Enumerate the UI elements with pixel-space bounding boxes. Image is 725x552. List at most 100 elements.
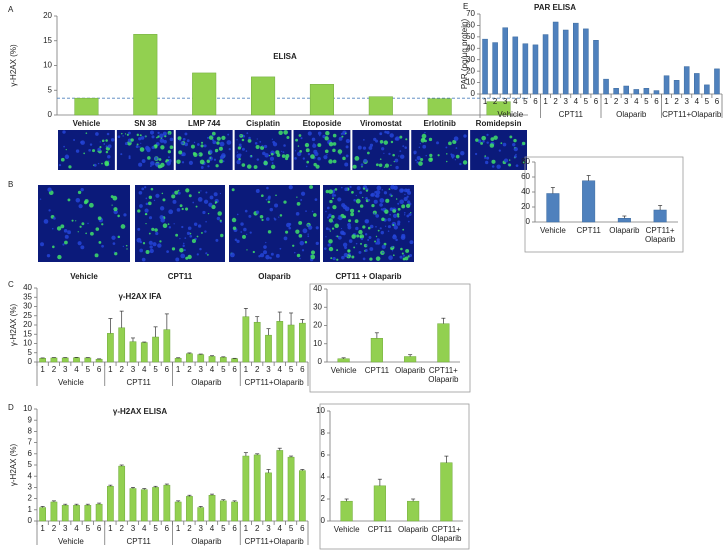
bar (84, 357, 92, 363)
micrograph-spot (337, 197, 342, 202)
bar (107, 333, 114, 363)
micrograph-spot (168, 209, 174, 215)
micrograph-spot (46, 253, 51, 258)
micrograph-spot (142, 242, 146, 245)
group-label: CPT11+Olaparib (245, 537, 305, 546)
micrograph-spot (332, 148, 336, 153)
y-tick-label: 5 (28, 348, 33, 357)
micrograph-spot (139, 146, 141, 148)
bar (251, 76, 276, 116)
bar (407, 500, 420, 522)
image-caption: CPT11 + Olaparib (335, 272, 401, 281)
micrograph-spot (365, 244, 368, 247)
micrograph-spot (154, 144, 158, 148)
micrograph-spot (217, 211, 222, 216)
micrograph-spot (356, 234, 360, 238)
y-tick-label: 8 (28, 427, 33, 436)
chart-title: γ-H2AX ELISA (113, 407, 167, 416)
bar (73, 505, 80, 522)
micrograph-spot (307, 223, 310, 227)
micrograph-spot (281, 154, 286, 158)
micrograph-spot (399, 150, 402, 153)
x-tick-label: 6 (232, 365, 237, 374)
micrograph-spot (297, 145, 300, 147)
micrograph-spot (381, 189, 384, 191)
micrograph-spot (101, 223, 104, 226)
micrograph-spot (399, 199, 404, 205)
micrograph-spot (345, 154, 349, 158)
micrograph-spot (268, 154, 271, 157)
micrograph-spot (207, 212, 210, 215)
y-axis-label: γ-H2AX (%) (9, 44, 18, 87)
micrograph-spot (263, 250, 268, 255)
micrograph-spot (271, 162, 274, 164)
micrograph-spot (126, 248, 128, 250)
micrograph-spot (184, 237, 187, 239)
x-tick-label: 5 (221, 524, 226, 533)
micrograph-spot (94, 253, 99, 258)
x-tick-label: 5 (289, 365, 294, 374)
y-tick-label: 0 (471, 89, 476, 98)
x-tick-label: Viromostat (360, 119, 402, 128)
micrograph-spot (178, 150, 183, 155)
micrograph-spot (137, 227, 141, 231)
bar (583, 28, 589, 95)
x-tick-label: 1 (483, 97, 488, 106)
micrograph-spot (351, 234, 356, 239)
micrograph-spot (253, 165, 258, 169)
bar (532, 44, 539, 95)
y-tick-label: 10 (23, 339, 32, 348)
micrograph-spot (141, 187, 145, 191)
micrograph-spot (99, 141, 101, 143)
micrograph-spot (148, 195, 153, 200)
micrograph-spot (155, 193, 160, 198)
micrograph-spot (112, 242, 116, 245)
micrograph-spot (379, 158, 382, 160)
micrograph-spot (185, 188, 190, 193)
bar (186, 353, 193, 363)
micrograph-spot (150, 161, 155, 166)
micrograph-spot (344, 206, 350, 212)
micrograph-spot (522, 161, 525, 164)
x-tick-label: 4 (574, 97, 579, 106)
micrograph-spot (182, 137, 186, 141)
y-axis-label: γ-H2AX (%) (9, 304, 18, 347)
micrograph-spot (139, 134, 142, 137)
bar (208, 356, 216, 363)
bar (152, 487, 159, 522)
micrograph-spot (261, 145, 264, 147)
x-tick-label: 1 (664, 97, 669, 106)
group-label: CPT11 (559, 110, 584, 119)
micrograph-spot (485, 160, 489, 165)
micrograph-spot (185, 207, 189, 211)
micrograph-spot (267, 230, 272, 234)
micrograph-spot (62, 130, 66, 134)
y-tick-label: 20 (521, 202, 530, 211)
micrograph-spot (300, 199, 303, 201)
bar (61, 357, 69, 363)
micrograph-spot (152, 242, 157, 247)
bar (522, 43, 529, 95)
x-tick-label: Vehicle (73, 119, 101, 128)
micrograph-spot (216, 141, 220, 145)
micrograph-spot (397, 202, 400, 205)
y-tick-label: 5 (28, 460, 33, 469)
micrograph-spot (198, 152, 203, 157)
micrograph-spot (428, 137, 433, 142)
micrograph-spot (355, 198, 361, 204)
micrograph-spot (359, 235, 362, 238)
bar (50, 501, 58, 522)
bar (427, 98, 452, 116)
group-label: Olaparib (616, 110, 647, 119)
micrograph-spot (171, 247, 176, 251)
bar (613, 88, 619, 95)
micrograph-spot (187, 254, 192, 260)
micrograph-spot (338, 216, 343, 221)
micrograph-spot (317, 143, 322, 148)
micrograph-spot (310, 154, 315, 159)
micrograph-spot (179, 204, 183, 208)
micrograph-spot (80, 140, 83, 144)
micrograph-spot (182, 242, 185, 245)
micrograph-spot (362, 187, 366, 190)
micrograph-spot (332, 204, 337, 210)
